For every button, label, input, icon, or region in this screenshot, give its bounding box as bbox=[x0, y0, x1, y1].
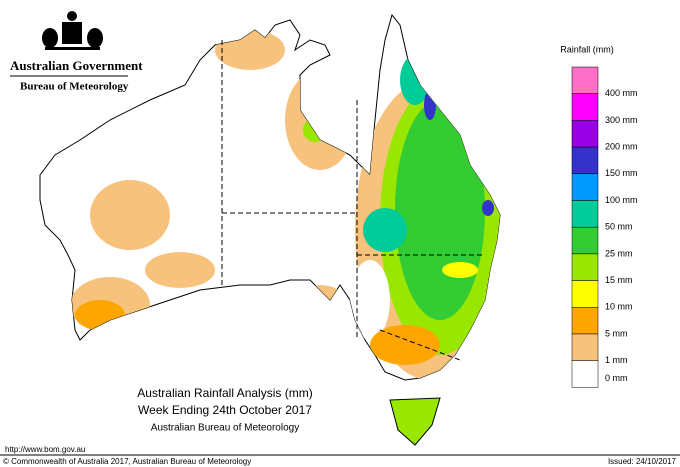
rainfall-map bbox=[39, 14, 501, 446]
legend-swatch bbox=[571, 120, 599, 148]
bureau-name: Bureau of Meteorology bbox=[20, 81, 129, 93]
map-source: Australian Bureau of Meteorology bbox=[151, 423, 299, 434]
legend-swatch bbox=[571, 173, 599, 201]
legend-title: Rainfall (mm) bbox=[560, 44, 614, 54]
legend-label: 200 mm bbox=[605, 141, 638, 151]
legend-swatch bbox=[571, 200, 599, 228]
legend-swatch bbox=[571, 66, 599, 94]
copyright: © Commonwealth of Australia 2017, Austra… bbox=[3, 457, 251, 466]
legend-swatch bbox=[571, 307, 599, 335]
legend-swatch bbox=[571, 253, 599, 281]
legend-label: 10 mm bbox=[605, 302, 633, 312]
url: http://www.bom.gov.au bbox=[5, 445, 85, 454]
legend-label: 5 mm bbox=[605, 328, 628, 338]
agency-name: Australian Government bbox=[10, 58, 143, 73]
legend-label: 100 mm bbox=[605, 195, 638, 205]
legend-swatch bbox=[571, 280, 599, 308]
legend-label: 300 mm bbox=[605, 115, 638, 125]
legend-swatch bbox=[571, 146, 599, 175]
coat-of-arms bbox=[42, 11, 103, 50]
legend-label: 400 mm bbox=[605, 88, 638, 98]
legend-label: 1 mm bbox=[605, 355, 628, 365]
legend-label: 150 mm bbox=[605, 168, 638, 178]
legend: 400 mm 300 mm 200 mm 150 mm 100 mm 50 mm 25 mm… bbox=[571, 66, 638, 388]
legend-label: 0 mm bbox=[605, 373, 628, 383]
legend-label: 50 mm bbox=[605, 222, 633, 232]
legend-swatch bbox=[571, 333, 599, 361]
legend-swatch bbox=[571, 93, 599, 121]
legend-label: 15 mm bbox=[605, 275, 633, 285]
legend-swatch bbox=[571, 360, 599, 388]
map-subtitle: Week Ending 24th October 2017 bbox=[138, 403, 312, 417]
legend-label: 25 mm bbox=[605, 248, 633, 258]
legend-swatch bbox=[571, 226, 599, 255]
issued-date: Issued: 24/10/2017 bbox=[608, 457, 677, 466]
map-title: Australian Rainfall Analysis (mm) bbox=[137, 386, 312, 400]
